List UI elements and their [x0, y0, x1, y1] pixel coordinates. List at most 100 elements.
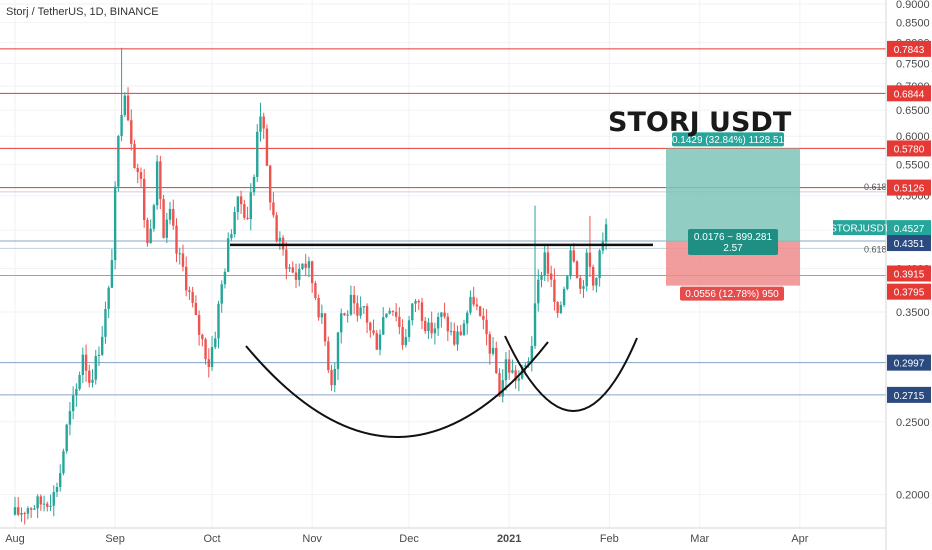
entry-label-box — [688, 229, 778, 256]
candle-body — [59, 473, 62, 487]
labels: 0.1429 (32.84%) 1128.51 0.0176 ~ 899.2812… — [672, 132, 890, 301]
candle-body — [495, 347, 498, 374]
candle-body — [559, 305, 563, 313]
price-tag-label: 0.2997 — [894, 359, 925, 370]
candle-body — [207, 359, 210, 367]
candle-body — [278, 237, 282, 242]
candle-body — [84, 354, 88, 371]
y-tick-label: 0.7500 — [896, 58, 930, 70]
candle-body — [107, 287, 110, 309]
candle-body — [236, 196, 240, 212]
candle-body — [401, 326, 404, 346]
candle-body — [440, 312, 443, 317]
candle-body — [172, 208, 175, 226]
candle-body — [504, 359, 508, 381]
candle-body — [226, 238, 230, 272]
candle-body — [391, 310, 395, 312]
candle-body — [501, 380, 504, 397]
candle-body — [569, 250, 572, 277]
candles — [13, 47, 608, 525]
candle-body — [204, 339, 207, 360]
price-tag — [887, 235, 931, 252]
price-tag-label: 0.2715 — [894, 391, 925, 402]
candle-body — [46, 503, 49, 507]
candle-body — [91, 379, 94, 383]
pattern-drawings — [230, 243, 653, 438]
candle-body — [478, 306, 482, 316]
candle-body — [52, 492, 55, 506]
candle-body — [585, 252, 588, 287]
price-tag-label: 0.5126 — [894, 184, 925, 195]
current-symbol-label: STORJUSDT — [830, 224, 890, 235]
candle-body — [88, 370, 91, 383]
candle-body — [420, 302, 424, 321]
price-axis[interactable]: 0.20000.25000.30000.35000.40000.45000.50… — [896, 0, 930, 502]
x-tick-label: Apr — [791, 533, 808, 545]
candle-body — [472, 296, 475, 305]
candle-body — [459, 331, 462, 336]
candle-body — [533, 303, 537, 346]
candle-body — [149, 228, 152, 244]
y-tick-label: 0.2500 — [896, 417, 930, 429]
candle-body — [436, 316, 440, 329]
cup-curve — [245, 341, 549, 438]
candle-body — [514, 370, 517, 381]
candle-body — [372, 330, 375, 334]
fib-label: 0.618 — [864, 182, 887, 192]
candle-body — [42, 503, 46, 505]
x-tick-label: 2021 — [497, 533, 521, 545]
candle-body — [553, 279, 556, 302]
y-tick-label: 0.5500 — [896, 160, 930, 172]
candle-body — [398, 316, 401, 327]
candle-body — [113, 186, 117, 261]
candle-body — [369, 322, 372, 331]
candle-body — [453, 330, 456, 345]
candle-body — [375, 333, 378, 350]
candle-body — [220, 284, 223, 304]
y-tick-label: 0.6500 — [896, 105, 930, 117]
candle-body — [598, 250, 601, 279]
price-tag — [887, 354, 931, 371]
candle-body — [307, 261, 311, 268]
ratio-label: 2.57 — [723, 243, 743, 254]
candle-body — [26, 508, 30, 514]
candle-body — [543, 252, 546, 276]
candle-body — [537, 279, 540, 304]
candle-body — [388, 310, 391, 314]
candle-body — [233, 211, 236, 235]
candle-body — [566, 276, 569, 289]
candle-body — [184, 266, 188, 291]
candle-body — [317, 297, 320, 318]
candle-body — [546, 252, 550, 274]
candle-body — [443, 312, 446, 317]
candle-body — [320, 313, 324, 318]
candle-body — [488, 334, 492, 354]
candle-body — [540, 275, 543, 280]
candle-body — [378, 334, 382, 350]
target-label-box — [672, 132, 784, 147]
candle-body — [579, 278, 582, 289]
candle-body — [194, 302, 198, 316]
candle-body — [239, 196, 243, 205]
candle-body — [517, 378, 521, 381]
candle-body — [433, 328, 437, 334]
candle-body — [327, 341, 330, 371]
candle-body — [343, 313, 346, 316]
candle-body — [20, 513, 23, 515]
candle-body — [17, 507, 20, 515]
candle-body — [298, 268, 301, 280]
candle-body — [424, 320, 427, 332]
candle-body — [323, 313, 327, 342]
candle-body — [404, 337, 408, 346]
candle-body — [81, 354, 85, 376]
y-tick-label: 0.2000 — [896, 490, 930, 502]
candle-body — [524, 365, 527, 367]
candle-body — [155, 161, 159, 206]
y-tick-label: 0.3500 — [896, 307, 930, 319]
time-axis[interactable]: Aug Sep Oct Nov Dec 2021 Feb Mar Apr — [5, 533, 809, 545]
candle-body — [430, 322, 433, 334]
candle-body — [178, 253, 181, 255]
candle-body — [562, 288, 566, 306]
